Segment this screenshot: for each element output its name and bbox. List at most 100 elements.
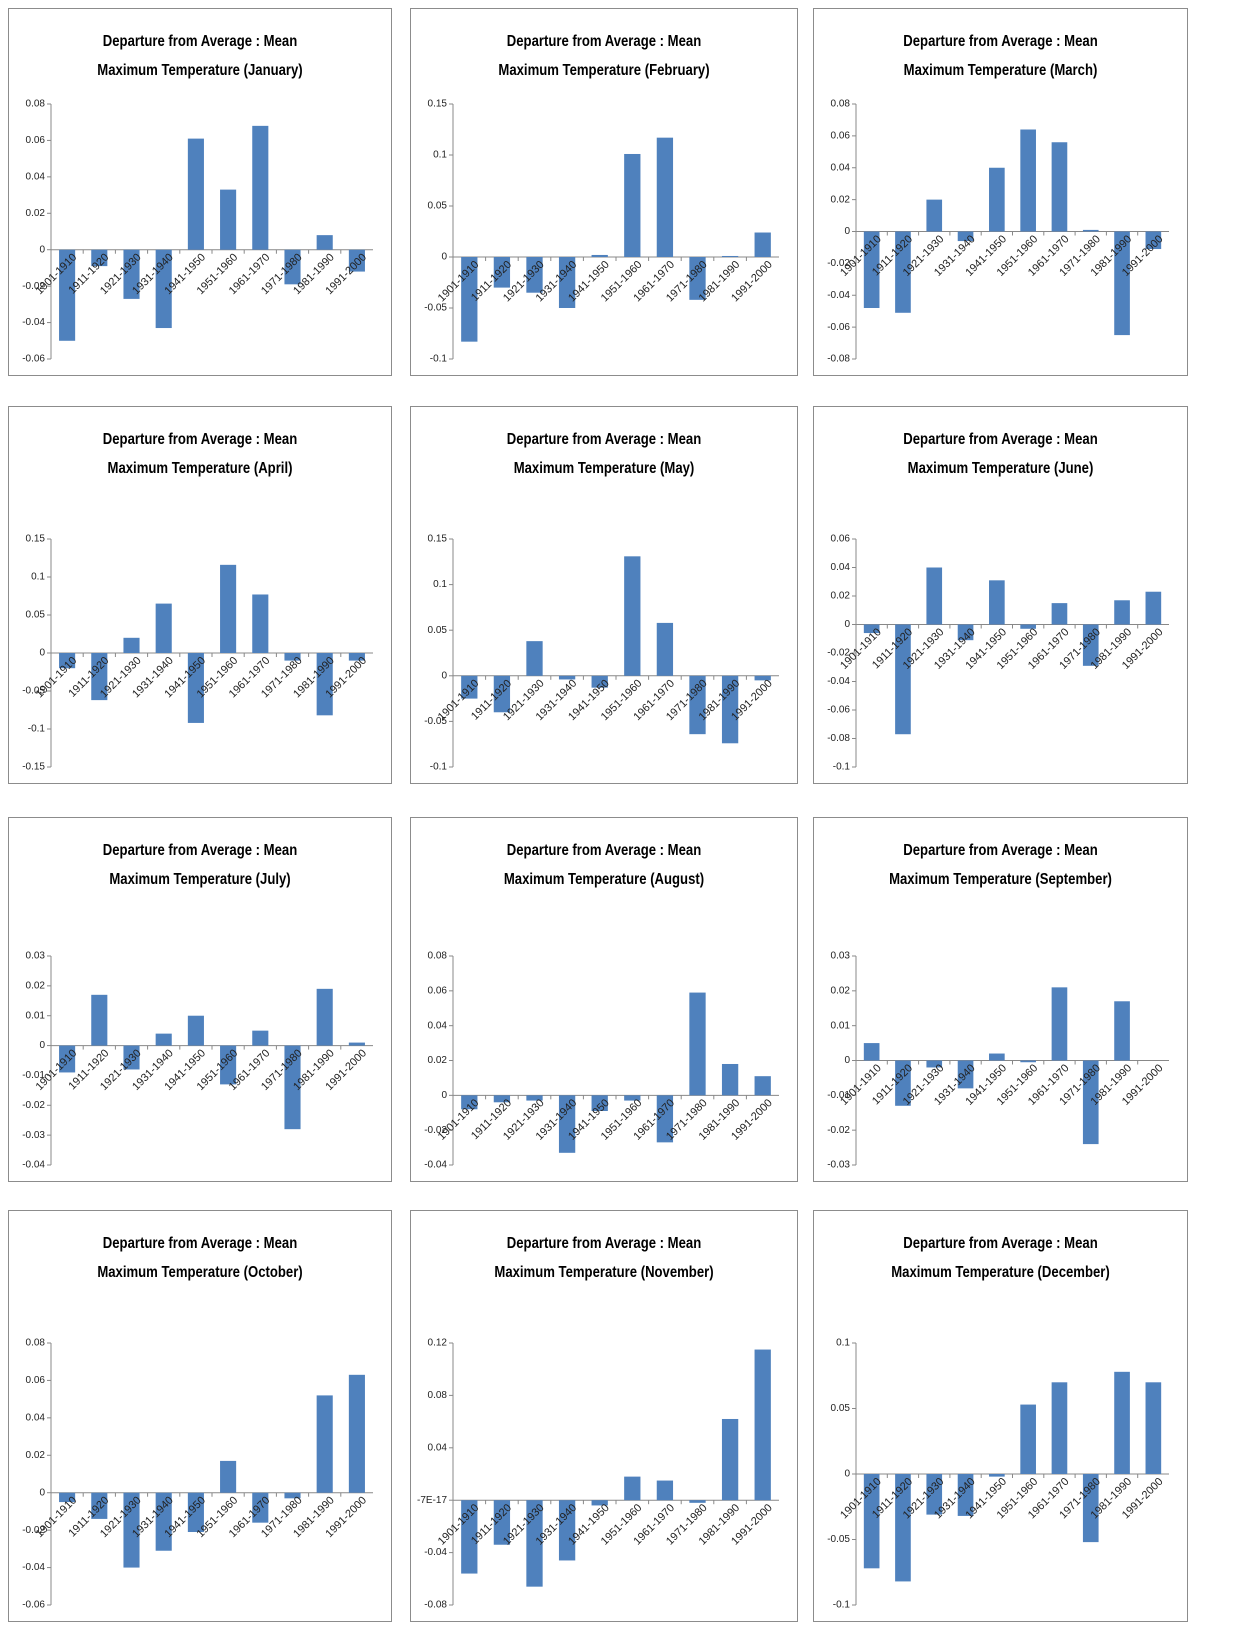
bar: [187, 653, 204, 723]
bar: [721, 1418, 739, 1501]
y-tick-label: -7E-17: [417, 1495, 447, 1506]
bar: [123, 1492, 140, 1568]
bar: [863, 1043, 880, 1061]
bar: [558, 1095, 576, 1153]
y-tick-label: 0.06: [831, 534, 851, 545]
bar: [863, 1474, 880, 1569]
bar: [863, 624, 880, 634]
bar: [989, 580, 1005, 625]
bar: [252, 1492, 269, 1523]
bar: [754, 1076, 771, 1096]
chart-panel: Departure from Average : Mean Maximum Te…: [8, 406, 392, 784]
chart: -0.06-0.04-0.0200.020.040.060.081901-191…: [22, 99, 373, 365]
y-tick-label: -0.05: [827, 1534, 850, 1545]
chart-title: Departure from Average : Mean Maximum Te…: [97, 33, 303, 79]
bar: [1114, 1001, 1130, 1061]
y-tick-label: 0: [844, 1469, 850, 1480]
bar: [656, 622, 674, 676]
bar: [1114, 231, 1130, 336]
bar: [316, 235, 333, 250]
chart: -0.15-0.1-0.0500.050.10.151901-19101911-…: [22, 534, 373, 773]
bar: [721, 255, 739, 257]
y-tick-label: -0.04: [827, 290, 850, 301]
y-tick-label: 0: [441, 670, 447, 681]
y-tick-label: -0.05: [424, 303, 447, 314]
bar: [558, 675, 576, 680]
bar: [123, 637, 140, 653]
bar: [926, 1060, 943, 1068]
chart: -0.1-0.08-0.06-0.04-0.0200.020.040.06190…: [827, 534, 1169, 773]
y-tick-label: 0.02: [831, 194, 851, 205]
bar: [689, 675, 706, 735]
bar: [220, 1460, 237, 1493]
bar: [895, 231, 911, 313]
bar: [689, 257, 706, 300]
bar: [624, 1095, 641, 1101]
y-tick-label: 0.04: [26, 171, 46, 182]
bar: [558, 1500, 576, 1561]
y-tick-label: -0.06: [22, 1600, 45, 1611]
y-tick-label: 0.02: [831, 591, 851, 602]
bar: [1020, 624, 1036, 629]
chart-panel: Departure from Average : Mean Maximum Te…: [410, 406, 798, 784]
bar: [59, 249, 76, 341]
y-tick-label: 0.04: [831, 162, 851, 173]
chart-panel: Departure from Average : Mean Maximum Te…: [8, 8, 392, 376]
bar: [721, 1063, 739, 1096]
y-tick-label: -0.02: [22, 281, 45, 292]
bar: [123, 1045, 140, 1070]
chart-title: Departure from Average : Mean Maximum Te…: [891, 1235, 1110, 1281]
bar: [91, 1492, 108, 1519]
bar: [220, 564, 237, 653]
y-tick-label: -0.1: [28, 724, 46, 735]
bar: [220, 1045, 237, 1085]
chart-panel: Departure from Average : Mean Maximum Te…: [813, 817, 1188, 1182]
y-tick-label: 0.05: [26, 610, 46, 621]
chart-title: Departure from Average : Mean Maximum Te…: [889, 842, 1112, 888]
bar: [284, 1045, 301, 1130]
bar: [624, 153, 641, 257]
bar: [493, 1095, 511, 1103]
bar: [754, 1349, 771, 1501]
bar: [348, 1374, 365, 1493]
y-tick-label: 0.15: [428, 534, 448, 545]
bar: [155, 1492, 172, 1551]
chart-title: Departure from Average : Mean Maximum Te…: [97, 1235, 303, 1281]
y-tick-label: 0: [39, 244, 45, 255]
bar: [155, 603, 172, 653]
y-tick-label: 0: [844, 1055, 850, 1066]
bar: [1145, 591, 1162, 625]
y-tick-label: 0.15: [428, 99, 448, 110]
bar: [316, 1395, 333, 1493]
y-tick-label: 0.04: [26, 1412, 46, 1423]
y-tick-label: -0.08: [424, 1600, 447, 1611]
y-tick-label: -0.01: [827, 1090, 850, 1101]
y-tick-label: -0.1: [833, 762, 851, 773]
bar: [895, 1060, 911, 1106]
bar: [59, 1492, 76, 1503]
bar: [689, 992, 706, 1096]
y-tick-label: -0.06: [827, 705, 850, 716]
chart: -0.06-0.04-0.0200.020.040.060.081901-191…: [22, 1338, 373, 1611]
bar: [895, 624, 911, 735]
bar: [461, 1095, 478, 1110]
bar: [123, 249, 140, 299]
bar: [220, 189, 237, 250]
y-tick-label: -0.05: [424, 716, 447, 727]
bar: [155, 249, 172, 329]
bar: [989, 1053, 1005, 1061]
y-tick-label: 0.02: [26, 1450, 46, 1461]
y-tick-label: -0.1: [430, 762, 448, 773]
bar: [989, 1474, 1005, 1477]
chart-title: Departure from Average : Mean Maximum Te…: [903, 33, 1098, 79]
bar: [754, 675, 771, 681]
bar: [284, 249, 301, 285]
bar: [721, 675, 739, 744]
y-tick-label: -0.03: [22, 1130, 45, 1141]
y-tick-label: -0.08: [827, 733, 850, 744]
y-tick-label: 0.06: [831, 131, 851, 142]
y-tick-label: 0.02: [428, 1055, 448, 1066]
y-tick-label: -0.02: [827, 648, 850, 659]
chart: -0.08-0.04-7E-170.040.080.121901-1910191…: [417, 1338, 779, 1611]
bar: [989, 167, 1005, 232]
